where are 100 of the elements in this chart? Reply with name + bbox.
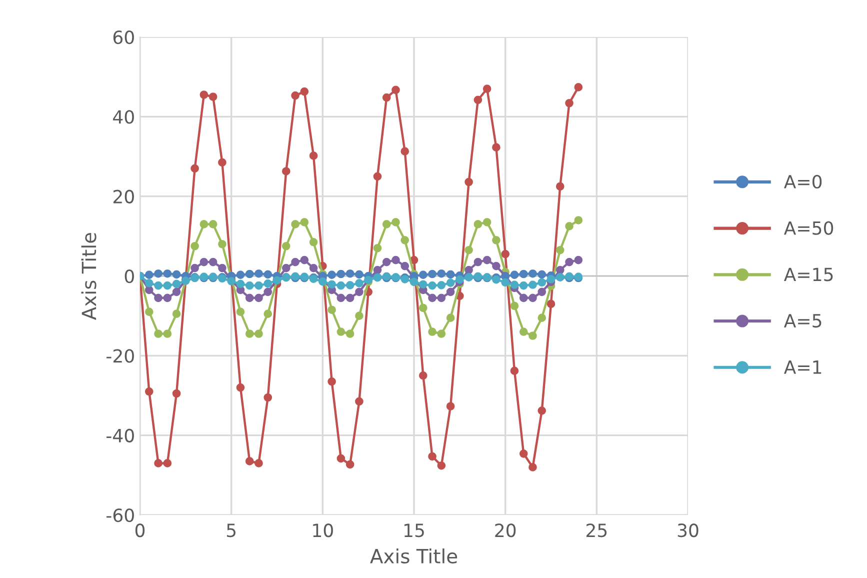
x-tick-label: 30	[678, 524, 698, 538]
point	[428, 452, 436, 461]
point	[528, 269, 537, 278]
point	[172, 270, 181, 279]
point	[355, 312, 364, 320]
point	[446, 288, 455, 296]
point	[510, 302, 519, 310]
point	[437, 269, 446, 278]
point	[172, 288, 181, 296]
point	[519, 449, 528, 458]
point	[410, 278, 418, 286]
point	[428, 281, 436, 290]
x-tick-label: 5	[226, 524, 236, 538]
point	[300, 256, 309, 264]
point	[264, 310, 272, 318]
point	[172, 280, 181, 288]
point	[154, 459, 162, 468]
point	[519, 294, 528, 302]
point	[519, 281, 528, 290]
point	[528, 294, 537, 302]
x-tick-label: 15	[404, 524, 424, 538]
point	[538, 270, 546, 279]
point	[154, 330, 162, 338]
point	[437, 294, 446, 302]
point	[236, 383, 245, 392]
point	[373, 244, 382, 252]
point	[282, 167, 290, 176]
point	[300, 87, 309, 96]
point	[336, 270, 346, 278]
point	[300, 218, 309, 226]
point	[510, 366, 519, 375]
point	[346, 330, 354, 338]
point	[291, 220, 300, 228]
point	[328, 377, 336, 386]
point	[392, 256, 400, 264]
point	[218, 264, 226, 272]
point	[355, 270, 364, 279]
point	[382, 258, 391, 266]
point	[464, 266, 473, 274]
point	[446, 314, 455, 322]
point	[208, 220, 218, 228]
point	[474, 220, 482, 228]
point	[446, 270, 455, 279]
point	[446, 402, 455, 410]
y-tick-label: -40	[106, 428, 134, 442]
point	[245, 294, 254, 302]
point	[346, 280, 354, 290]
point	[574, 216, 583, 224]
point	[392, 218, 400, 226]
point	[382, 220, 391, 228]
point	[346, 460, 354, 469]
point	[437, 280, 446, 290]
point	[456, 275, 464, 284]
point	[528, 280, 537, 289]
point	[418, 280, 428, 289]
x-tick-label: 10	[313, 524, 333, 538]
point	[144, 270, 154, 279]
point	[200, 220, 208, 228]
point	[336, 294, 346, 302]
point	[355, 279, 364, 288]
point	[254, 330, 263, 338]
point	[163, 330, 172, 338]
legend-label: A=15	[784, 268, 833, 282]
point	[154, 294, 162, 302]
y-tick-label: 0	[124, 269, 134, 284]
point	[200, 90, 208, 99]
point	[245, 270, 254, 278]
point	[154, 269, 162, 278]
point	[144, 308, 154, 316]
point	[163, 294, 172, 302]
point	[437, 461, 446, 470]
point	[245, 330, 254, 338]
point	[144, 279, 154, 288]
point	[144, 387, 154, 396]
point	[464, 246, 473, 254]
point	[245, 457, 254, 466]
point	[400, 236, 410, 244]
point	[144, 286, 154, 294]
x-axis-title: Axis Title	[370, 548, 458, 564]
point	[254, 269, 263, 278]
point	[163, 459, 172, 468]
point	[400, 147, 410, 156]
point	[474, 258, 482, 266]
legend-label: A=1	[784, 360, 822, 374]
point	[418, 371, 428, 380]
point	[309, 152, 318, 160]
point	[328, 280, 336, 289]
point	[154, 281, 162, 290]
point	[428, 270, 436, 278]
point	[291, 258, 300, 266]
point	[236, 280, 245, 288]
point	[373, 266, 382, 274]
point	[392, 86, 400, 94]
point	[163, 281, 172, 290]
y-tick-label: 20	[113, 190, 134, 204]
point	[336, 281, 346, 290]
point	[328, 270, 336, 279]
point	[482, 84, 492, 93]
point	[373, 172, 382, 181]
point	[208, 92, 218, 101]
